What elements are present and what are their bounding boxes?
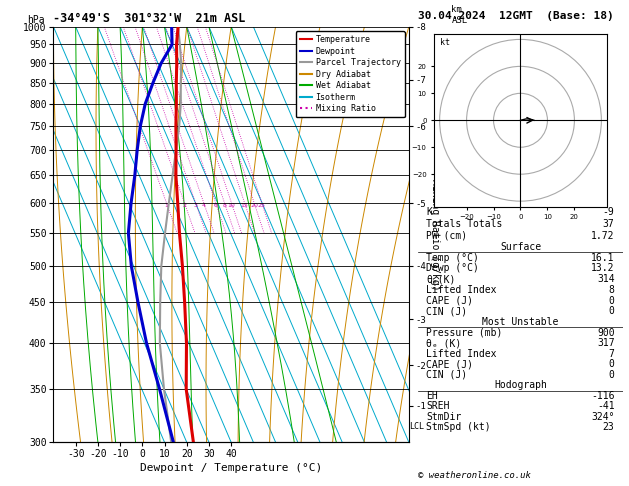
Text: Pressure (mb): Pressure (mb) — [426, 328, 503, 338]
Text: 25: 25 — [258, 203, 266, 208]
Text: 16.1: 16.1 — [591, 253, 615, 263]
Text: kt: kt — [440, 38, 450, 47]
Text: 30.04.2024  12GMT  (Base: 18): 30.04.2024 12GMT (Base: 18) — [418, 11, 614, 21]
Text: 4: 4 — [202, 203, 206, 208]
Text: Surface: Surface — [500, 242, 541, 252]
Text: Temp (°C): Temp (°C) — [426, 253, 479, 263]
Text: EH: EH — [426, 391, 438, 401]
Text: 23: 23 — [603, 422, 615, 432]
Text: K: K — [426, 208, 432, 217]
Text: Lifted Index: Lifted Index — [426, 285, 497, 295]
Text: Hodograph: Hodograph — [494, 381, 547, 390]
Text: 6: 6 — [214, 203, 218, 208]
Text: CAPE (J): CAPE (J) — [426, 295, 474, 306]
Text: 1: 1 — [165, 203, 169, 208]
Text: 37: 37 — [603, 219, 615, 229]
X-axis label: Dewpoint / Temperature (°C): Dewpoint / Temperature (°C) — [140, 463, 322, 473]
Text: 324°: 324° — [591, 412, 615, 422]
Text: SREH: SREH — [426, 401, 450, 411]
Text: 314: 314 — [597, 274, 615, 284]
Text: CIN (J): CIN (J) — [426, 307, 467, 316]
Text: LCL: LCL — [409, 422, 424, 431]
Text: Dewp (°C): Dewp (°C) — [426, 263, 479, 274]
Y-axis label: Mixing Ratio (g/kg): Mixing Ratio (g/kg) — [430, 179, 440, 290]
Text: 0: 0 — [609, 370, 615, 380]
Text: © weatheronline.co.uk: © weatheronline.co.uk — [418, 471, 531, 480]
Text: 900: 900 — [597, 328, 615, 338]
Text: CAPE (J): CAPE (J) — [426, 359, 474, 369]
Text: 20: 20 — [250, 203, 258, 208]
Text: hPa: hPa — [27, 15, 45, 25]
Text: Totals Totals: Totals Totals — [426, 219, 503, 229]
Text: Most Unstable: Most Unstable — [482, 317, 559, 327]
Text: 0: 0 — [609, 359, 615, 369]
Text: -116: -116 — [591, 391, 615, 401]
Text: StmDir: StmDir — [426, 412, 462, 422]
Text: km
ASL: km ASL — [452, 5, 467, 25]
Text: 13.2: 13.2 — [591, 263, 615, 274]
Text: StmSpd (kt): StmSpd (kt) — [426, 422, 491, 432]
Text: θₑ (K): θₑ (K) — [426, 338, 462, 348]
Text: 15: 15 — [241, 203, 248, 208]
Text: 10: 10 — [228, 203, 235, 208]
Legend: Temperature, Dewpoint, Parcel Trajectory, Dry Adiabat, Wet Adiabat, Isotherm, Mi: Temperature, Dewpoint, Parcel Trajectory… — [296, 31, 404, 117]
Text: 3: 3 — [194, 203, 198, 208]
Text: 1.72: 1.72 — [591, 231, 615, 241]
Text: -9: -9 — [603, 208, 615, 217]
Text: 317: 317 — [597, 338, 615, 348]
Text: -34°49'S  301°32'W  21m ASL: -34°49'S 301°32'W 21m ASL — [53, 12, 246, 25]
Text: 2: 2 — [182, 203, 186, 208]
Text: θₑ(K): θₑ(K) — [426, 274, 456, 284]
Text: 8: 8 — [223, 203, 226, 208]
Text: CIN (J): CIN (J) — [426, 370, 467, 380]
Text: 7: 7 — [609, 349, 615, 359]
Text: -41: -41 — [597, 401, 615, 411]
Text: Lifted Index: Lifted Index — [426, 349, 497, 359]
Text: 8: 8 — [609, 285, 615, 295]
Text: 0: 0 — [609, 307, 615, 316]
Text: 0: 0 — [609, 295, 615, 306]
Text: PW (cm): PW (cm) — [426, 231, 467, 241]
